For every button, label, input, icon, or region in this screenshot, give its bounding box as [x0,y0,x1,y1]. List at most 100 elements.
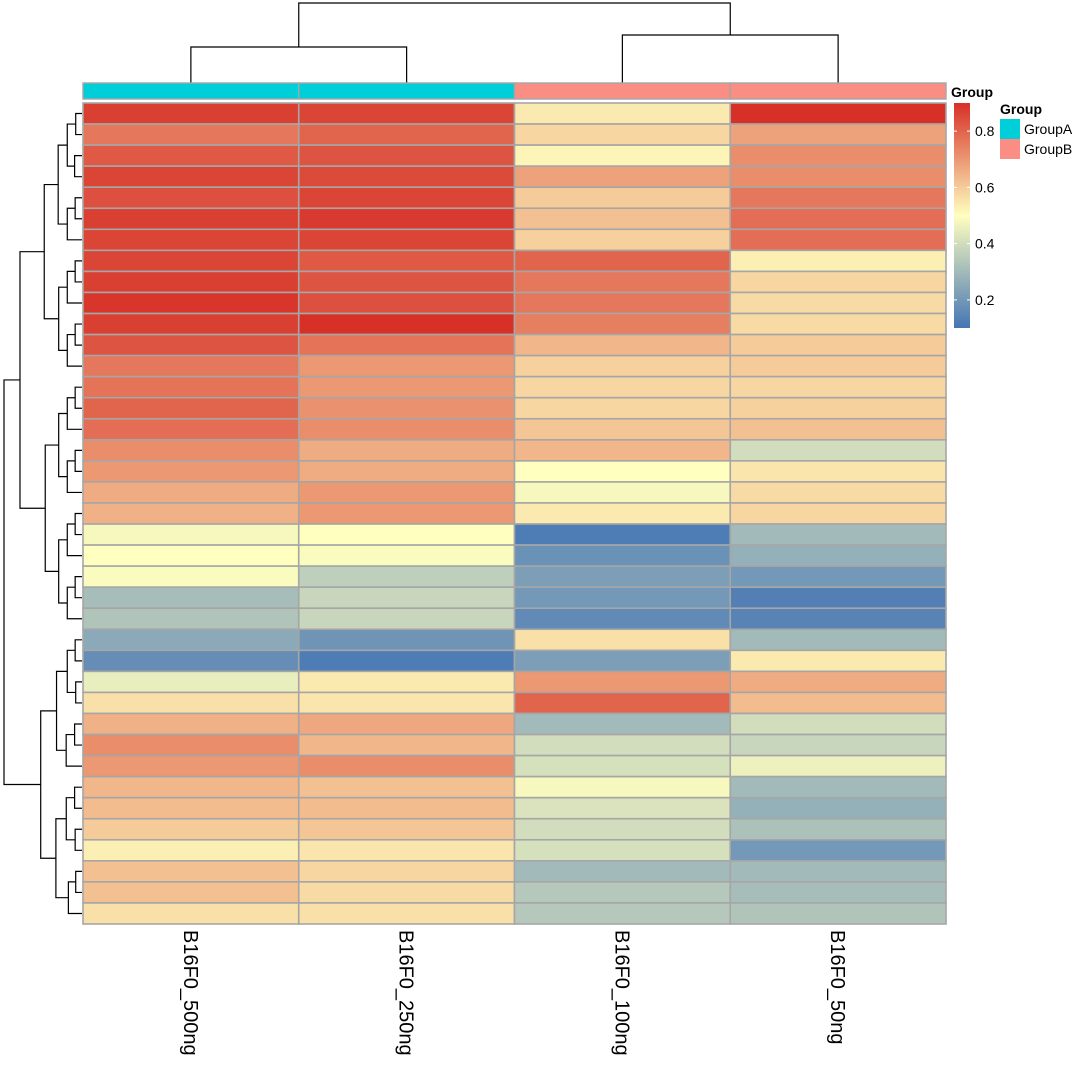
heatmap-cell [729,754,947,778]
heatmap-cell [297,649,516,673]
row-dendrogram-branch [74,512,82,536]
heatmap-cell [82,333,300,357]
annotation-cell [729,82,947,100]
heatmap-cell [297,565,516,588]
heatmap-cell [82,670,300,694]
heatmap-cell [297,628,516,652]
heatmap-cell [82,270,300,294]
heatmap-cell [82,796,300,820]
heatmap-cell [82,902,300,925]
heatmap-cell [513,796,732,820]
heatmap-cell [82,712,300,736]
heatmap-cell [297,102,516,125]
heatmap-cell [82,607,300,631]
heatmap-cell [82,649,300,673]
column-dendrogram-branch [298,2,731,47]
color-scale-bar [954,103,970,328]
heatmap-cell [297,817,516,841]
heatmap-cell [297,775,516,799]
row-dendrogram-branch [74,449,82,472]
heatmap-cell [513,544,732,567]
heatmap-cell [82,460,300,483]
row-dendrogram [3,112,82,915]
heatmap-cell [729,375,947,399]
heatmap-cell [729,396,947,420]
heatmap-cell [297,733,516,757]
heatmap-cell [513,775,732,799]
heatmap-cell [729,902,947,925]
heatmap-cell [297,207,516,231]
heatmap-cell [82,881,300,904]
heatmap-cell [82,186,300,210]
heatmap-cell [513,207,732,231]
heatmap-cell [297,165,516,189]
heatmap-cell [729,733,947,757]
row-dendrogram-branch [74,260,82,283]
group-legend-swatch [1000,119,1020,139]
row-dendrogram-branch [43,183,59,320]
annotation-cell [82,82,300,100]
heatmap-cell [297,228,516,252]
heatmap-cell [82,228,300,252]
row-dendrogram-branch [75,112,82,136]
heatmap-cell [82,523,300,546]
column-label: B16F0_250ng [395,930,417,1056]
row-dendrogram-branch [57,144,68,225]
group-legend-label: GroupA [1024,121,1073,137]
row-dendrogram-branch [74,323,82,346]
heatmap-cell [513,860,732,883]
annotation-track-label: Group [951,84,993,100]
heatmap-cell [82,544,300,567]
row-dendrogram-branch [74,786,82,809]
heatmap-cell [729,165,947,189]
heatmap-cell [297,481,516,504]
heatmap-cell [513,712,732,736]
heatmap-cell [82,502,300,525]
row-dendrogram-branch [74,197,82,220]
heatmap-cell [82,775,300,799]
heatmap-cell [82,165,300,189]
heatmap-cell [729,775,947,799]
heatmap-cell [297,712,516,736]
row-dendrogram-branch [74,386,82,409]
heatmap-cell [297,375,516,399]
heatmap-cell [513,502,732,525]
heatmap-cell [297,544,516,567]
color-scale-tick-label: 0.6 [975,179,995,195]
heatmap-cell [513,881,732,904]
heatmap-cell [729,270,947,294]
heatmap-cell [297,796,516,820]
heatmap-cell [729,354,947,378]
heatmap-cell [82,207,300,231]
heatmap-cell [729,565,947,588]
heatmap-cell [513,733,732,757]
heatmap-cell [297,860,516,883]
heatmap-cell [82,123,300,146]
heatmap-cell [513,439,732,462]
group-annotation-track [82,82,947,100]
heatmap-cell [82,838,300,862]
color-scale-legend: 0.2 0.4 0.6 0.8 [954,103,995,328]
heatmap-cell [297,670,516,694]
heatmap-cell [729,186,947,210]
heatmap-cell [513,670,732,694]
row-dendrogram-root [3,379,41,786]
heatmap-cell [297,460,516,483]
heatmap-cell [513,691,732,715]
heatmap-cell [297,586,516,610]
heatmap-cell [729,249,947,273]
heatmap-cell [297,186,516,210]
heatmap-cell [297,502,516,525]
heatmap-cell [297,417,516,441]
heatmap-cell [297,396,516,420]
heatmap-cell [513,123,732,146]
group-legend-label: GroupB [1024,141,1072,157]
column-label: B16F0_50ng [826,930,848,1045]
heatmap-cell [729,817,947,841]
heatmap-cell [82,733,300,757]
heatmap-cell [729,544,947,567]
heatmap-cell [513,628,732,652]
heatmap-cell [82,439,300,462]
heatmap-cell [82,417,300,441]
row-dendrogram-branch [74,828,82,851]
